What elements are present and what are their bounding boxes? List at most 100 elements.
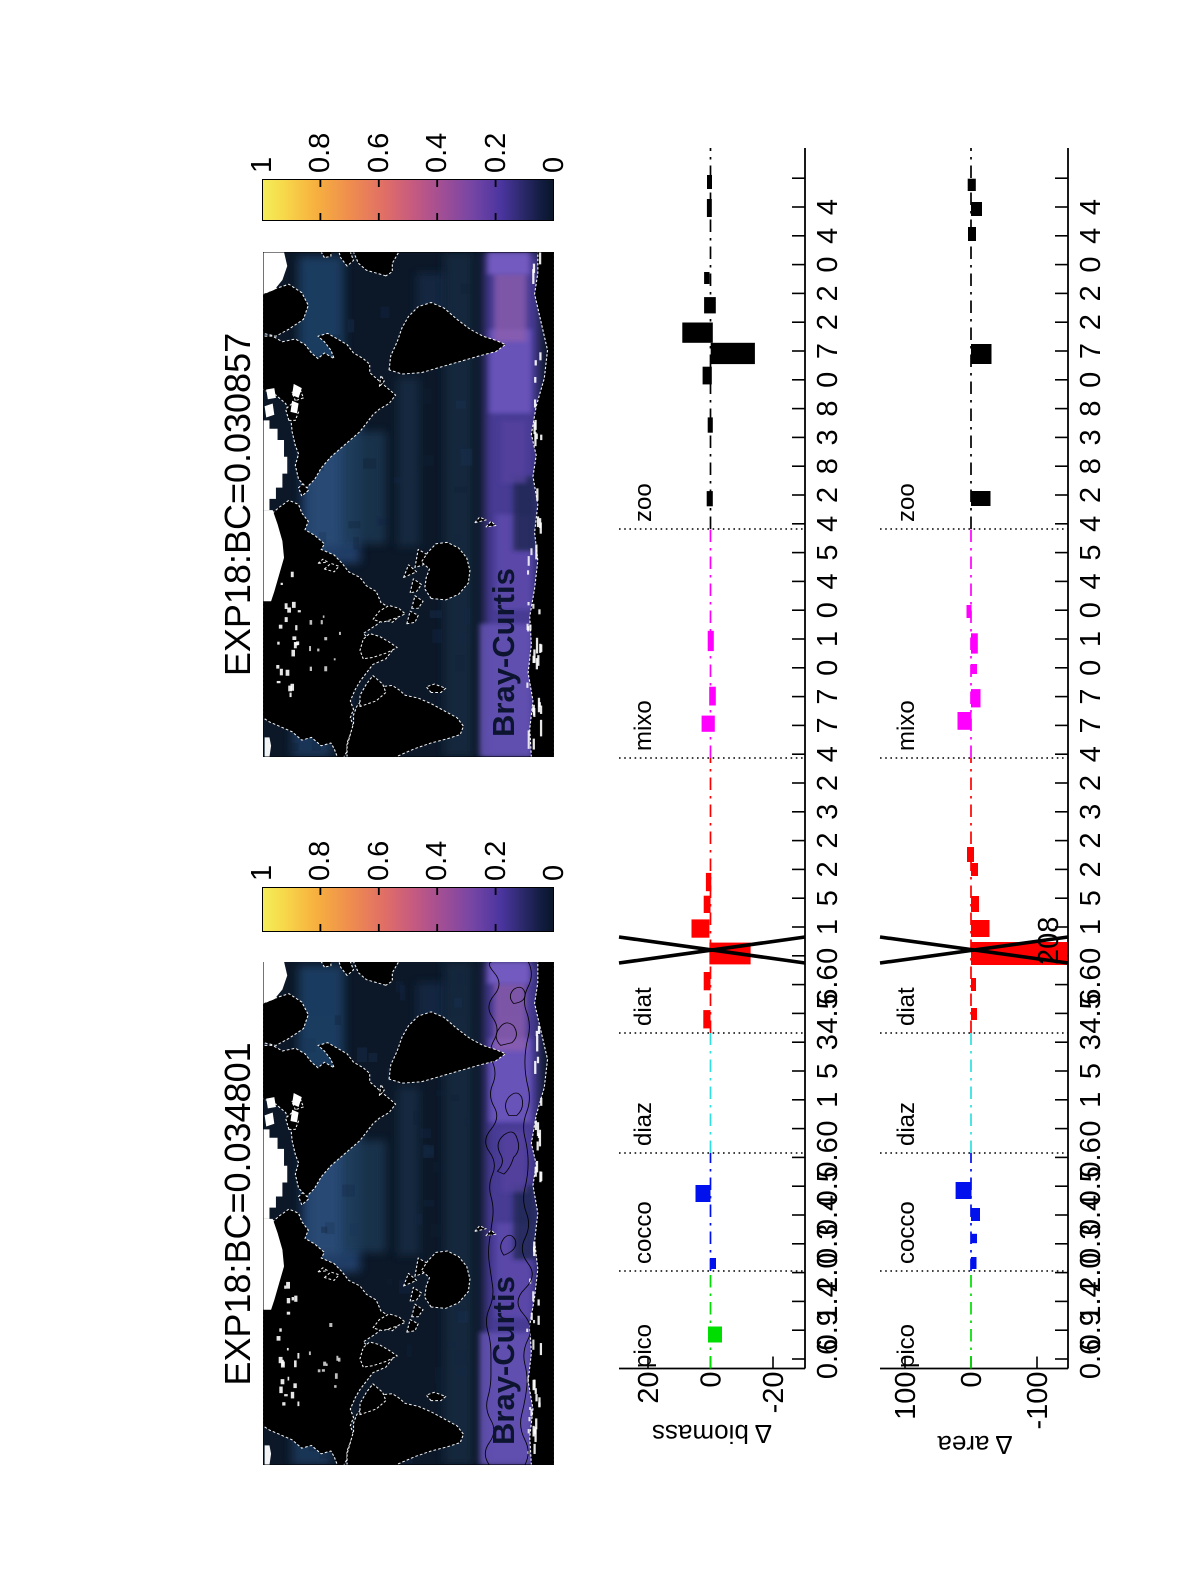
svg-text:0: 0	[1075, 602, 1107, 618]
svg-text:4: 4	[812, 516, 844, 532]
svg-text:5: 5	[812, 545, 844, 561]
svg-text:0: 0	[812, 372, 844, 388]
svg-text:4.5: 4.5	[1075, 993, 1107, 1033]
svg-text:8: 8	[1075, 458, 1107, 474]
svg-text:1: 1	[1075, 919, 1107, 935]
svg-text:zoo: zoo	[630, 483, 657, 522]
svg-text:0.5: 0.5	[1075, 1166, 1107, 1206]
svg-text:0: 0	[1075, 660, 1107, 676]
svg-text:2: 2	[812, 285, 844, 301]
svg-text:3: 3	[1075, 429, 1107, 445]
svg-text:0: 0	[956, 1372, 988, 1388]
svg-text:0: 0	[1075, 257, 1107, 273]
svg-text:3: 3	[812, 429, 844, 445]
svg-text:0: 0	[812, 948, 844, 964]
svg-text:1.4: 1.4	[812, 1281, 844, 1321]
svg-text:4: 4	[1075, 228, 1107, 244]
svg-text:-100: -100	[1022, 1372, 1054, 1430]
svg-text:cocco: cocco	[630, 1201, 657, 1264]
svg-text:diat: diat	[630, 987, 657, 1026]
svg-text:diaz: diaz	[630, 1102, 657, 1146]
svg-text:1: 1	[812, 1092, 844, 1108]
svg-text:diaz: diaz	[893, 1102, 920, 1146]
svg-text:mixo: mixo	[893, 700, 920, 751]
svg-text:7: 7	[1075, 717, 1107, 733]
svg-text:4: 4	[812, 573, 844, 589]
svg-text:3: 3	[812, 804, 844, 820]
svg-text:Δ biomass: Δ biomass	[652, 1419, 772, 1449]
svg-text:2: 2	[812, 861, 844, 877]
svg-text:2: 2	[1075, 487, 1107, 503]
svg-text:8: 8	[812, 458, 844, 474]
svg-text:0: 0	[1075, 948, 1107, 964]
svg-text:0.9: 0.9	[1075, 1310, 1107, 1350]
svg-text:diat: diat	[893, 987, 920, 1026]
svg-text:-20: -20	[758, 1372, 790, 1414]
svg-text:7: 7	[812, 689, 844, 705]
svg-text:cocco: cocco	[893, 1201, 920, 1264]
svg-text:1: 1	[812, 631, 844, 647]
svg-text:1.4: 1.4	[1075, 1281, 1107, 1321]
svg-text:2: 2	[812, 775, 844, 791]
svg-text:1: 1	[1075, 631, 1107, 647]
svg-text:Δ area: Δ area	[937, 1430, 1013, 1460]
svg-text:100: 100	[890, 1372, 922, 1420]
svg-text:2.0: 2.0	[812, 1252, 844, 1292]
svg-text:7: 7	[1075, 689, 1107, 705]
svg-text:2: 2	[812, 314, 844, 330]
svg-text:7: 7	[812, 717, 844, 733]
svg-text:5: 5	[1075, 545, 1107, 561]
svg-text:7: 7	[1075, 343, 1107, 359]
svg-text:4: 4	[1075, 516, 1107, 532]
svg-text:4: 4	[812, 746, 844, 762]
svg-text:4: 4	[1075, 199, 1107, 215]
svg-text:2: 2	[812, 833, 844, 849]
svg-text:2: 2	[1075, 861, 1107, 877]
svg-text:mixo: mixo	[630, 700, 657, 751]
svg-text:1: 1	[1075, 1092, 1107, 1108]
svg-text:0.5: 0.5	[812, 1166, 844, 1206]
svg-text:8: 8	[812, 401, 844, 417]
svg-text:5: 5	[812, 1063, 844, 1079]
svg-text:4: 4	[812, 228, 844, 244]
svg-text:zoo: zoo	[893, 483, 920, 522]
svg-text:0.3: 0.3	[812, 1224, 844, 1264]
svg-text:0.6: 0.6	[1075, 1137, 1107, 1177]
svg-text:3: 3	[1075, 804, 1107, 820]
svg-text:0.6: 0.6	[812, 1137, 844, 1177]
svg-text:2.0: 2.0	[1075, 1252, 1107, 1292]
svg-text:4: 4	[812, 199, 844, 215]
svg-text:4: 4	[1075, 746, 1107, 762]
svg-text:1: 1	[812, 919, 844, 935]
svg-text:3: 3	[1075, 1034, 1107, 1050]
svg-text:5: 5	[1075, 890, 1107, 906]
svg-text:pico: pico	[893, 1324, 920, 1368]
svg-text:5: 5	[1075, 1063, 1107, 1079]
svg-text:0.6: 0.6	[1075, 1339, 1107, 1379]
svg-text:3: 3	[812, 1034, 844, 1050]
svg-text:2: 2	[1075, 775, 1107, 791]
svg-text:4.5: 4.5	[812, 993, 844, 1033]
svg-text:2: 2	[1075, 833, 1107, 849]
svg-text:2: 2	[1075, 285, 1107, 301]
svg-text:2: 2	[1075, 314, 1107, 330]
svg-text:6.6: 6.6	[1075, 964, 1107, 1004]
svg-text:0: 0	[812, 1121, 844, 1137]
svg-text:4: 4	[1075, 573, 1107, 589]
svg-text:pico: pico	[630, 1324, 657, 1368]
svg-text:0: 0	[812, 602, 844, 618]
svg-text:5: 5	[812, 890, 844, 906]
svg-text:0: 0	[1075, 372, 1107, 388]
svg-text:2: 2	[812, 487, 844, 503]
svg-text:8: 8	[1075, 401, 1107, 417]
svg-text:0.3: 0.3	[1075, 1224, 1107, 1264]
svg-text:0: 0	[812, 257, 844, 273]
svg-text:6.6: 6.6	[812, 964, 844, 1004]
svg-text:0: 0	[1075, 1121, 1107, 1137]
svg-text:0: 0	[696, 1372, 728, 1388]
svg-text:7: 7	[812, 343, 844, 359]
svg-text:208: 208	[1033, 917, 1065, 965]
svg-text:0.4: 0.4	[812, 1195, 844, 1235]
svg-text:0.9: 0.9	[812, 1310, 844, 1350]
svg-text:20: 20	[633, 1372, 665, 1404]
